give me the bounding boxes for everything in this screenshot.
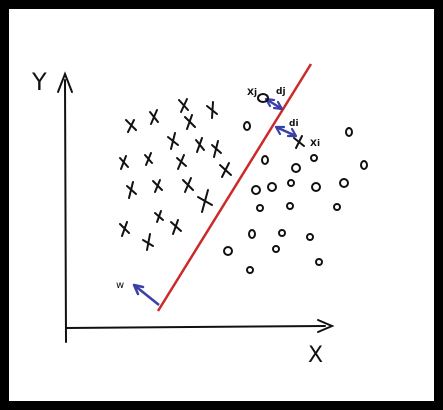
cross-point	[119, 221, 130, 237]
cross-point	[152, 179, 163, 193]
circle-point	[251, 185, 261, 195]
circle-point	[278, 229, 286, 237]
xj-label: Xj	[247, 88, 257, 98]
dj-label: dj	[276, 87, 286, 97]
w-vector	[132, 283, 160, 306]
circle-point	[261, 155, 269, 165]
circle-point	[286, 202, 294, 210]
circle-point	[345, 127, 353, 137]
di-label: di	[289, 119, 299, 129]
separating-line	[156, 63, 313, 312]
circle-point	[291, 163, 301, 173]
circle-point	[339, 178, 349, 188]
x-axis-arrowhead	[317, 319, 335, 333]
cross-point	[126, 181, 137, 199]
cross-point	[195, 137, 205, 153]
cross-point	[293, 135, 305, 149]
cross-point	[178, 98, 189, 113]
circle-point	[246, 266, 254, 274]
cross-point	[206, 101, 218, 119]
circle-point	[287, 179, 295, 187]
circle-point	[311, 182, 321, 192]
cross-point	[167, 132, 179, 150]
w-label: w	[116, 280, 124, 291]
circle-point	[315, 258, 323, 266]
cross-point	[197, 189, 213, 213]
x-axis-label: X	[308, 343, 323, 368]
circle-point	[333, 203, 341, 211]
circle-point	[267, 182, 277, 192]
cross-point	[142, 233, 154, 251]
cross-point	[184, 114, 196, 130]
dj-arrow	[264, 97, 284, 111]
circle-point	[272, 245, 280, 253]
cross-point	[176, 154, 187, 170]
y-axis-arrowhead	[57, 71, 73, 93]
circle-point	[257, 93, 269, 103]
circle-point	[310, 154, 318, 162]
cross-point	[170, 219, 182, 235]
xi-label: Xi	[310, 139, 320, 149]
x-axis-line	[65, 325, 326, 329]
cross-point	[219, 162, 232, 178]
cross-point	[149, 109, 159, 125]
circle-point	[248, 229, 256, 239]
circle-point	[243, 121, 251, 131]
y-axis-label: Y	[31, 68, 47, 96]
circle-point	[256, 204, 264, 212]
circle-class-points	[223, 93, 368, 274]
circle-point	[360, 160, 368, 170]
y-axis-line	[64, 79, 67, 343]
cross-point	[125, 119, 137, 133]
di-arrow	[274, 125, 298, 138]
cross-point	[144, 152, 153, 166]
cross-class-points	[119, 98, 305, 251]
cross-point	[154, 210, 164, 223]
cross-point	[119, 155, 129, 170]
circle-point	[306, 233, 314, 241]
cross-point	[182, 177, 194, 193]
cross-point	[211, 140, 222, 158]
circle-point	[223, 246, 233, 256]
axes	[57, 71, 335, 343]
